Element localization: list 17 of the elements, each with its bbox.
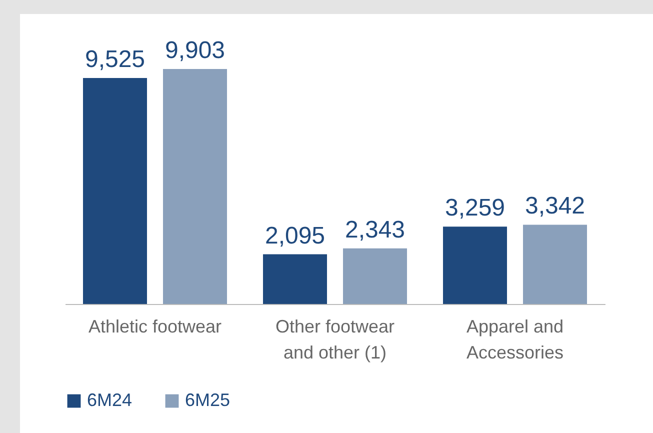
x-tick-label: Other footwear and other (1) [275, 316, 395, 362]
data-label: 9,903 [164, 37, 226, 64]
bar [343, 248, 407, 304]
data-label: 3,259 [444, 194, 506, 222]
legend-label: 6M25 [185, 390, 230, 410]
x-tick-label: Apparel and Accessories [466, 316, 564, 362]
bar [443, 226, 507, 304]
data-label: 2,343 [344, 216, 406, 244]
bar [523, 224, 587, 304]
bar [163, 69, 227, 304]
bar [83, 78, 147, 304]
bar [263, 254, 327, 304]
data-label: 3,342 [524, 192, 586, 220]
legend-label: 6M24 [87, 390, 132, 410]
data-label: 9,525 [84, 46, 146, 73]
data-label: 2,095 [264, 222, 326, 250]
x-tick-label: Athletic footwear [88, 316, 222, 336]
